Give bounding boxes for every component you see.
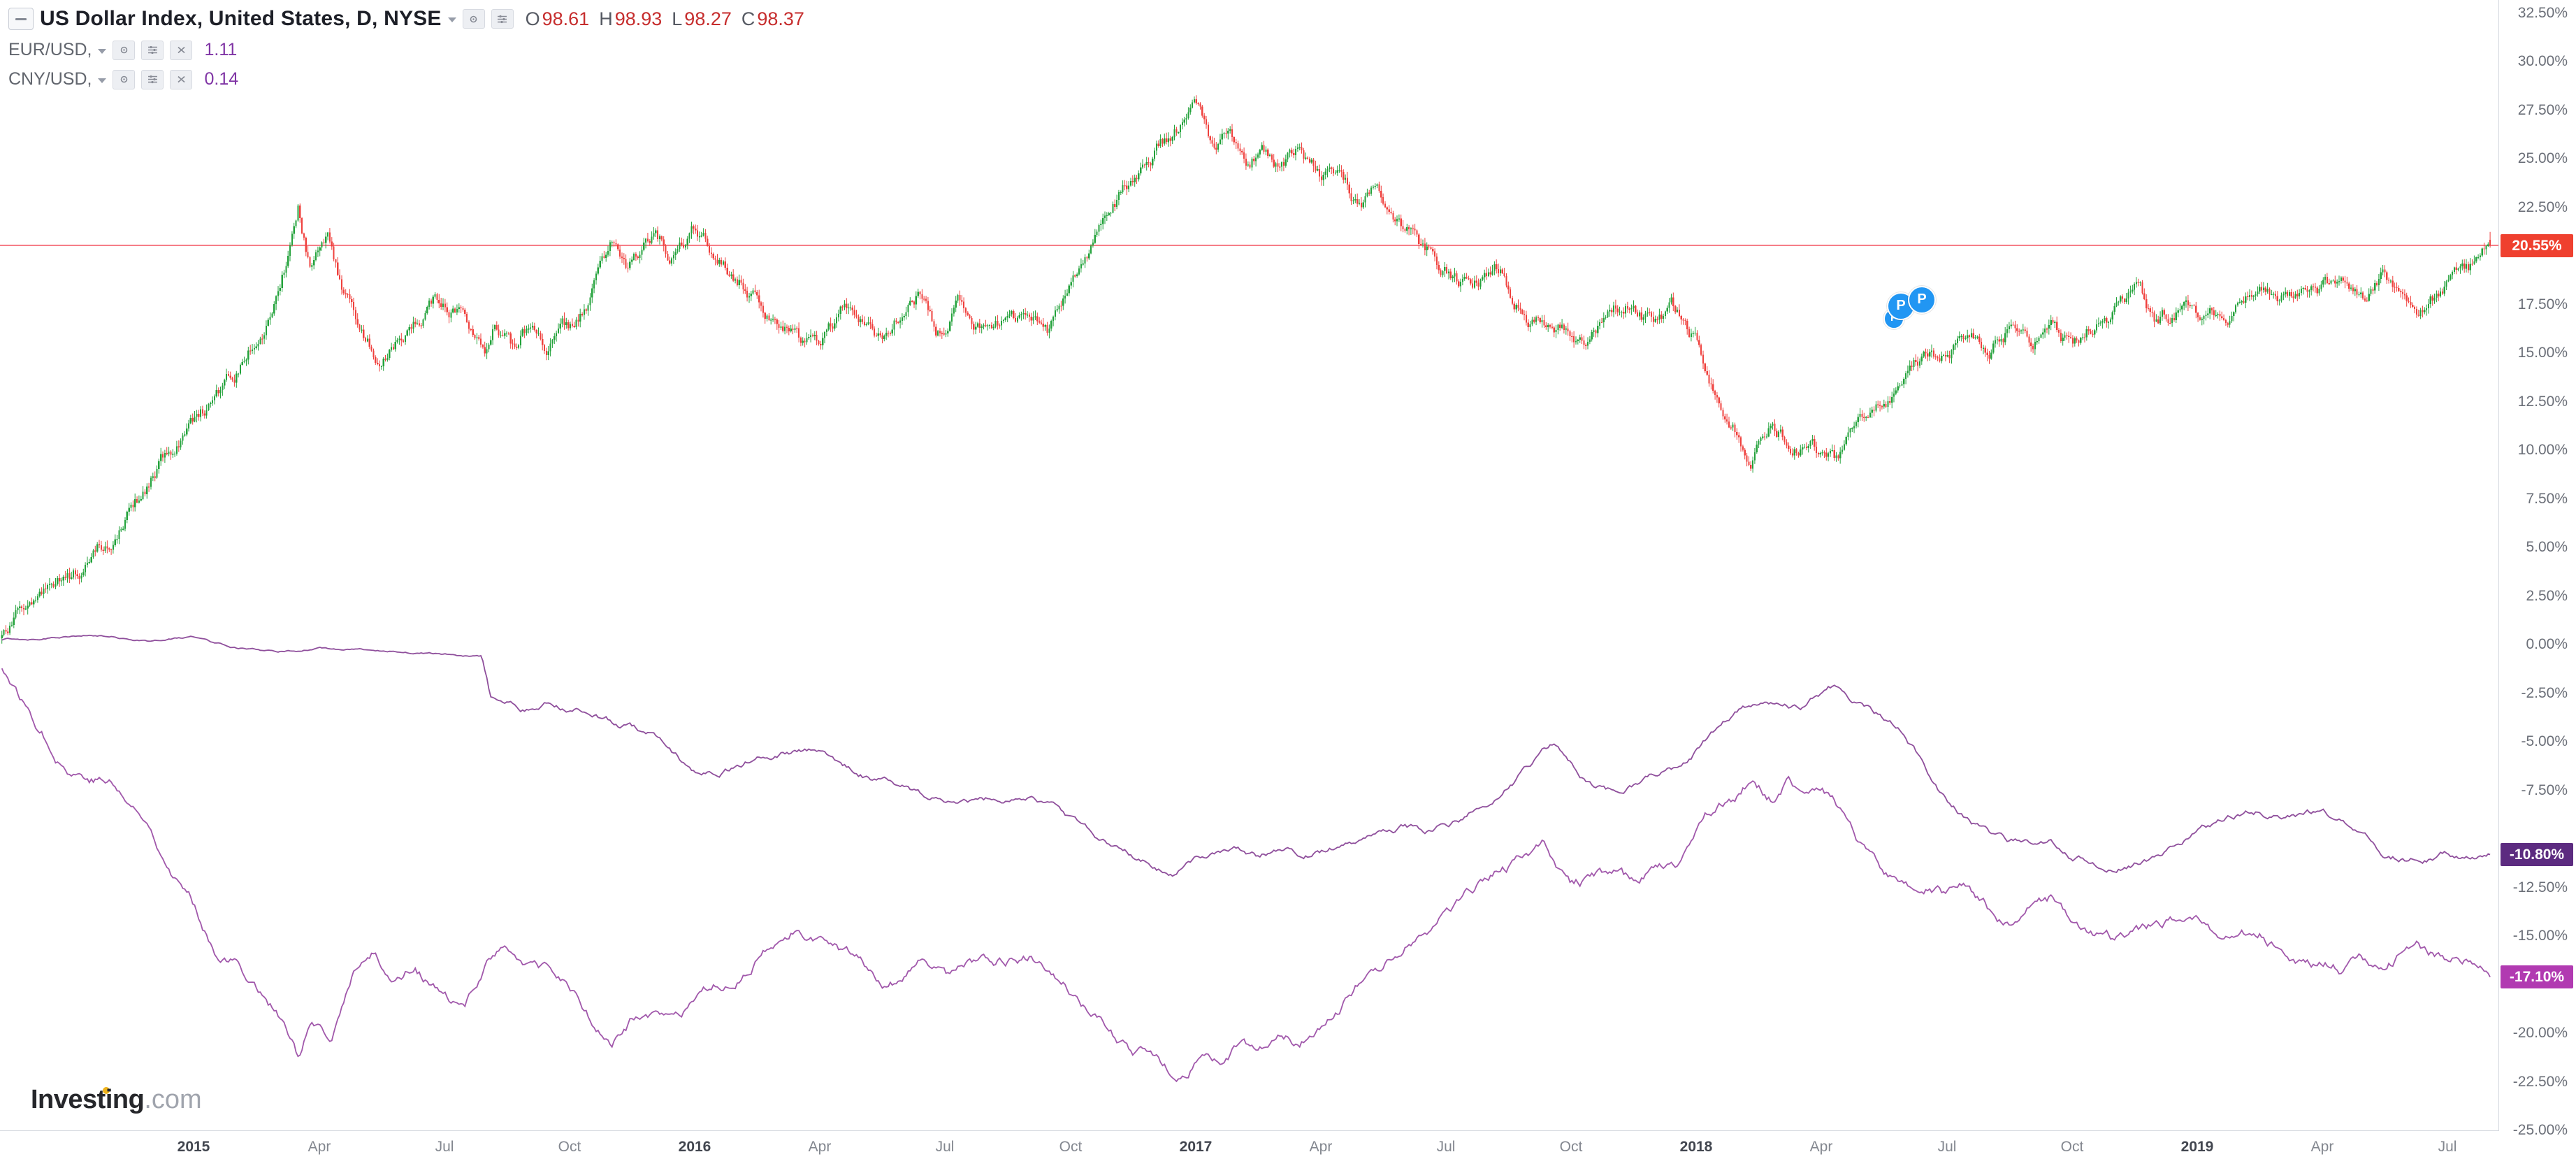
price-tick: -22.50% <box>2512 1074 2568 1090</box>
chevron-down-icon[interactable] <box>447 17 456 22</box>
collapse-legend-button[interactable] <box>8 8 34 30</box>
time-tick-month: Apr <box>2310 1139 2334 1155</box>
low-value: 98.27 <box>684 8 732 29</box>
candle-wicks-up <box>1 96 2489 644</box>
price-tick: -20.00% <box>2512 1025 2568 1041</box>
time-tick-month: Oct <box>558 1139 581 1155</box>
time-tick-month: Apr <box>1809 1139 1833 1155</box>
logo-domain: .com <box>144 1085 202 1114</box>
time-tick-month: Jul <box>1937 1139 1957 1155</box>
price-axis[interactable]: 32.50% 30.00% 27.50% 25.00% 22.50% 17.50% 15.0… <box>2499 0 2576 1138</box>
close-value: 98.37 <box>757 8 804 29</box>
overlay-symbol-eurusd[interactable]: EUR/USD, <box>8 40 92 59</box>
time-tick-month: Apr <box>808 1139 832 1155</box>
last-price-label: -10.80% <box>2501 843 2573 866</box>
chart-style-icon[interactable] <box>141 40 164 60</box>
settings-icon[interactable] <box>113 40 136 60</box>
time-tick-year: 2015 <box>177 1139 210 1155</box>
minus-icon <box>15 17 27 20</box>
time-tick-month: Oct <box>2060 1139 2084 1155</box>
close-icon[interactable] <box>170 40 193 60</box>
time-tick-month: Jul <box>435 1139 454 1155</box>
legend-row-eurusd: EUR/USD, 1.11 <box>8 40 814 60</box>
chart-style-icon[interactable] <box>141 69 164 89</box>
price-tick: -5.00% <box>2521 733 2568 749</box>
time-tick-month: Oct <box>1559 1139 1583 1155</box>
price-tick: 17.50% <box>2517 296 2568 312</box>
price-chart-plot <box>0 95 2498 1083</box>
low-label: L <box>672 8 683 29</box>
plot-area[interactable]: US Dollar Index, United States, D, NYSE … <box>0 0 2499 1131</box>
price-tick: 32.50% <box>2517 5 2568 21</box>
price-tick: 7.50% <box>2526 491 2568 507</box>
overlay-symbol-cnyusd[interactable]: CNY/USD, <box>8 69 92 89</box>
time-tick-year: 2018 <box>1679 1139 1713 1155</box>
candle-bodies-down <box>5 99 2491 633</box>
ohlc-readout: O 98.61 H 98.93 L 98.27 C 98.37 <box>526 8 814 30</box>
price-tick: 12.50% <box>2517 394 2568 410</box>
high-label: H <box>599 8 613 29</box>
time-axis[interactable]: 2015 Apr Jul Oct 2016 Apr Jul Oct 2017 Apr Jul Oct 2… <box>0 1131 2498 1166</box>
price-tick: 15.00% <box>2517 345 2568 361</box>
time-tick-year: 2017 <box>1179 1139 1213 1155</box>
price-tick: 27.50% <box>2517 102 2568 118</box>
price-tick: 0.00% <box>2526 636 2568 652</box>
logo-dot <box>103 1087 110 1094</box>
event-marker-p[interactable]: P <box>1908 286 1936 314</box>
time-tick-month: Jul <box>2438 1139 2457 1155</box>
time-tick-month: Apr <box>307 1139 331 1155</box>
open-label: O <box>525 8 540 29</box>
price-tick: -2.50% <box>2521 685 2568 701</box>
overlay-value-eurusd: 1.11 <box>204 40 238 59</box>
overlay-value-cnyusd: 0.14 <box>204 69 239 89</box>
candle-bodies-up <box>1 99 2489 638</box>
legend-row-main: US Dollar Index, United States, D, NYSE … <box>8 7 814 31</box>
symbol-title[interactable]: US Dollar Index, United States, D, NYSE <box>40 7 442 30</box>
close-icon[interactable] <box>170 69 193 89</box>
legend: US Dollar Index, United States, D, NYSE … <box>8 7 814 99</box>
time-tick-month: Jul <box>935 1139 955 1155</box>
price-tick: -15.00% <box>2512 928 2568 944</box>
candle-wicks-down <box>5 95 2491 635</box>
cny-usd-line <box>1 634 2491 877</box>
time-tick-month: Jul <box>1436 1139 1456 1155</box>
price-tick: -25.00% <box>2512 1122 2568 1138</box>
logo-brand: Investing <box>31 1085 145 1114</box>
chevron-down-icon[interactable] <box>98 48 107 54</box>
chart-style-icon[interactable] <box>491 9 514 29</box>
settings-icon[interactable] <box>462 9 485 29</box>
price-tick: 30.00% <box>2517 53 2568 69</box>
price-tick: -12.50% <box>2512 879 2568 895</box>
last-price-label: -17.10% <box>2501 965 2573 988</box>
price-tick: 22.50% <box>2517 199 2568 215</box>
chevron-down-icon[interactable] <box>98 78 107 83</box>
price-tick: 10.00% <box>2517 442 2568 458</box>
investing-logo[interactable]: Investing .com <box>31 1085 202 1115</box>
time-tick-month: Oct <box>1059 1139 1083 1155</box>
time-tick-year: 2019 <box>2180 1139 2214 1155</box>
open-value: 98.61 <box>542 8 590 29</box>
time-tick-month: Apr <box>1309 1139 1333 1155</box>
price-tick: 25.00% <box>2517 150 2568 166</box>
close-label: C <box>741 8 755 29</box>
last-price-label: 20.55% <box>2501 234 2573 257</box>
price-tick: 2.50% <box>2526 588 2568 604</box>
eur-usd-line <box>1 668 2491 1083</box>
time-tick-year: 2016 <box>678 1139 711 1155</box>
price-tick: -7.50% <box>2521 782 2568 798</box>
high-value: 98.93 <box>614 8 663 29</box>
price-tick: 5.00% <box>2526 539 2568 555</box>
settings-icon[interactable] <box>113 69 136 89</box>
legend-row-cnyusd: CNY/USD, 0.14 <box>8 69 814 89</box>
